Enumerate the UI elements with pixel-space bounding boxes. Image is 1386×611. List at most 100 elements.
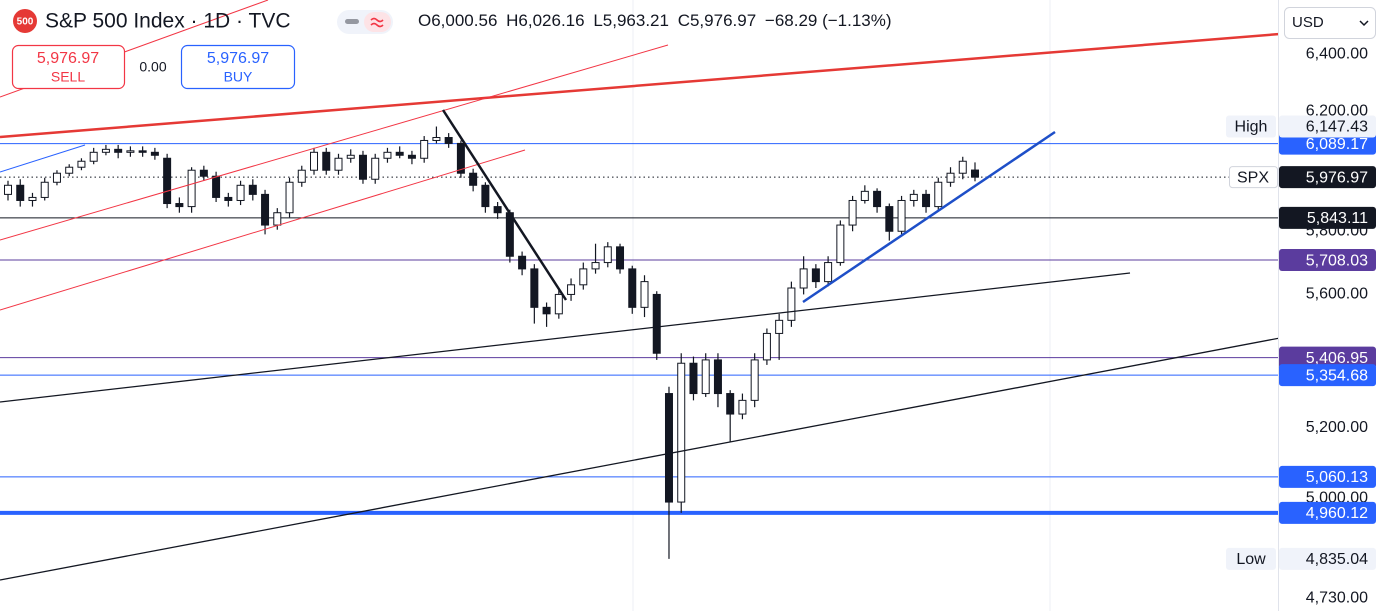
- y-tick-label: 6,400.00: [1306, 45, 1368, 62]
- candle-body: [273, 212, 282, 226]
- currency-box[interactable]: [1284, 7, 1376, 39]
- price-tag-label: 5,354.68: [1306, 367, 1368, 384]
- header: 500 S&P 500 Index · 1D · TVC O6,000.56 H…: [13, 9, 892, 34]
- candle-body: [126, 150, 135, 153]
- candle-body: [664, 393, 673, 503]
- candle-body: [444, 137, 453, 144]
- symbol-title: S&P 500 Index · 1D · TVC: [45, 10, 291, 33]
- extreme-tag-label: High: [1235, 119, 1268, 136]
- candle-body: [689, 362, 698, 395]
- price-tag: [1279, 346, 1376, 369]
- candle-body: [28, 196, 37, 201]
- price-tag-label: 5,976.97: [1306, 169, 1368, 186]
- extreme-value-label: 4,835.04: [1306, 551, 1368, 568]
- ohlc-value: C5,976.97: [678, 11, 756, 30]
- trend-line: [0, 144, 86, 173]
- extreme-tag: [1226, 115, 1276, 138]
- candle-body: [775, 319, 784, 334]
- price-tag: [1279, 501, 1376, 524]
- candle-body: [530, 268, 539, 308]
- spread: 0.00: [139, 59, 166, 75]
- trend-line: [0, 149, 526, 311]
- ohlc-value: O6,000.56: [418, 11, 497, 30]
- candle-body: [946, 172, 955, 183]
- candle-body: [603, 246, 612, 264]
- candle-body: [579, 268, 588, 286]
- candle-body: [224, 196, 233, 201]
- candle-body: [175, 203, 184, 208]
- candle-body: [52, 172, 61, 183]
- candle-body: [395, 151, 404, 156]
- candle-body: [163, 157, 172, 205]
- candle-body: [897, 199, 906, 232]
- extreme-tag: [1226, 547, 1276, 570]
- candle-body: [334, 157, 343, 171]
- extreme-tag-label: Low: [1236, 551, 1266, 568]
- candle-body: [212, 175, 221, 198]
- candle-body: [4, 184, 12, 195]
- price-tag-label: 5,708.03: [1306, 252, 1368, 269]
- candle-body: [383, 151, 392, 159]
- candle-body: [567, 284, 576, 295]
- candle-body: [542, 306, 551, 315]
- candle-body: [738, 399, 747, 415]
- candle-body: [310, 151, 319, 171]
- candle-body: [358, 154, 367, 180]
- candle-body: [701, 359, 710, 395]
- candle-body: [297, 169, 306, 183]
- candle-body: [285, 181, 294, 214]
- candle-body: [958, 160, 967, 174]
- candle-body: [138, 150, 147, 153]
- currency-select[interactable]: USD: [1284, 7, 1376, 39]
- currency-label: USD: [1292, 14, 1324, 31]
- ohlc-change: −68.29 (−1.13%): [765, 11, 892, 30]
- price-tag-label: 4,960.12: [1306, 505, 1368, 522]
- candle-body: [65, 166, 74, 174]
- plot-area: [0, 0, 1278, 611]
- candle-body: [787, 287, 796, 321]
- price-tag: [1279, 249, 1376, 272]
- candle-body: [848, 199, 857, 226]
- buy-button[interactable]: [180, 44, 296, 90]
- candle-body: [799, 268, 808, 289]
- candle-body: [114, 148, 123, 153]
- price-tag-label: 5,843.11: [1307, 210, 1368, 227]
- trend-line: [441, 109, 568, 301]
- candle-body: [371, 157, 380, 180]
- candle-body: [248, 184, 257, 195]
- candle-body: [16, 184, 25, 201]
- buy-label: BUY: [224, 69, 253, 85]
- candle-body: [836, 224, 845, 264]
- status-icon: [370, 17, 384, 28]
- candle-body: [89, 151, 98, 162]
- y-tick-label: 6,200.00: [1306, 102, 1368, 119]
- candle-body: [518, 255, 527, 270]
- candle-body: [677, 362, 686, 503]
- trade-panel: 5,976.97 SELL 0.00 5,976.97 BUY: [11, 44, 296, 90]
- candle-body: [713, 359, 722, 395]
- candle-body: [101, 148, 110, 153]
- candle-body: [873, 190, 882, 208]
- symbol-tag-label: SPX: [1237, 169, 1269, 186]
- price-axis: 6,400.006,200.005,800.005,600.005,200.00…: [1306, 45, 1368, 606]
- sell-button[interactable]: [11, 44, 126, 90]
- status-icon: [364, 12, 391, 32]
- y-tick-label: 4,730.00: [1306, 590, 1368, 607]
- extreme-value-tag: [1279, 115, 1376, 138]
- candle-body: [346, 154, 355, 159]
- candle-body: [261, 193, 270, 226]
- candle-body: [150, 151, 159, 156]
- candle-body: [885, 206, 894, 232]
- trend-line: [0, 337, 1278, 581]
- price-tag: [1279, 166, 1376, 189]
- trend-line: [0, 44, 669, 241]
- candle-body: [469, 172, 478, 186]
- ohlc-value: L5,963.21: [593, 11, 669, 30]
- price-tag: [1279, 465, 1376, 488]
- candle-body: [824, 262, 833, 283]
- buy-price: 5,976.97: [207, 50, 269, 67]
- candle-body: [481, 184, 490, 208]
- extreme-value-label: 6,147.43: [1306, 119, 1368, 136]
